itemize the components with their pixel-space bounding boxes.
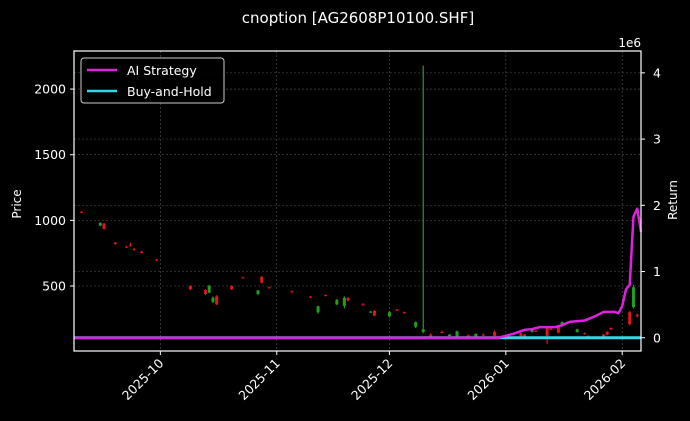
candle-body <box>440 331 444 333</box>
candle-body <box>128 245 132 247</box>
candle-body <box>530 329 534 332</box>
candle-body <box>556 326 560 333</box>
price-tick-label: 2000 <box>34 82 66 97</box>
candle-body <box>256 290 260 294</box>
candle-body <box>474 333 478 338</box>
date-tick-label: 2026-01 <box>464 356 512 404</box>
candle-body <box>466 335 470 337</box>
return-axis: 0 1 2 3 4 <box>641 65 661 345</box>
candle-body <box>324 295 328 297</box>
legend-label-ai-strategy: AI Strategy <box>127 63 197 78</box>
candle-body <box>113 242 117 244</box>
date-tick-label: 2025-12 <box>348 356 396 404</box>
candle-body <box>421 329 425 332</box>
return-lines <box>74 207 643 340</box>
candle-body <box>481 334 485 336</box>
candle-body <box>309 296 313 298</box>
legend: AI Strategy Buy-and-Hold <box>80 57 225 104</box>
candle-body <box>211 297 215 302</box>
candle-body <box>207 286 211 293</box>
candle-body <box>493 331 497 336</box>
return-tick-label: 0 <box>653 330 661 345</box>
candle-body <box>609 328 613 330</box>
candle-body <box>290 291 294 293</box>
candle-body <box>260 276 264 283</box>
price-tick-label: 1000 <box>34 213 66 228</box>
ai-strategy-line <box>74 207 643 340</box>
return-axis-offset: 1e6 <box>618 36 641 50</box>
candlesticks <box>80 65 639 344</box>
candle-body <box>102 223 106 229</box>
date-tick-label: 2025-11 <box>235 356 283 404</box>
date-tick-label: 2026-02 <box>581 356 629 404</box>
candle-body <box>132 249 136 251</box>
return-tick-label: 2 <box>653 198 661 213</box>
candle-body <box>605 331 609 335</box>
candle-body <box>455 331 459 337</box>
candle-body <box>395 309 399 311</box>
candle-body <box>519 333 523 337</box>
candle-body <box>631 287 635 308</box>
candle-body <box>372 310 376 316</box>
date-axis: 2025-10 2025-11 2025-12 2026-01 2026-02 <box>119 351 628 403</box>
candle-body <box>575 329 579 332</box>
candle-body <box>140 251 144 253</box>
candle-body <box>241 277 245 279</box>
candle-body <box>230 286 234 290</box>
candle-body <box>215 296 219 305</box>
candle-body <box>188 286 192 290</box>
candle-body <box>549 328 553 330</box>
return-tick-label: 4 <box>653 65 661 80</box>
candle-body <box>335 299 339 305</box>
candle-body <box>583 333 587 335</box>
candle-body <box>545 328 549 336</box>
return-tick-label: 3 <box>653 132 661 147</box>
candle-body <box>534 330 538 332</box>
return-tick-label: 1 <box>653 264 661 279</box>
price-axis-label: Price <box>10 189 24 218</box>
candle-body <box>414 322 418 327</box>
price-tick-label: 1500 <box>34 147 66 162</box>
return-axis-label: Return <box>666 180 680 220</box>
candle-body <box>523 334 527 338</box>
candle-body <box>361 304 365 306</box>
candle-body <box>369 311 373 313</box>
candle-body <box>267 287 271 289</box>
price-axis: 500 1000 1500 2000 <box>34 82 74 294</box>
candle-body <box>203 289 207 294</box>
candle-body <box>316 306 320 313</box>
chart-title: cnoption [AG2608P10100.SHF] <box>242 9 474 27</box>
candle-body <box>98 222 102 226</box>
candle-body <box>601 334 605 337</box>
candle-body <box>80 211 84 213</box>
candle-body <box>635 314 639 317</box>
candle-body <box>387 312 391 317</box>
candle-body <box>342 297 346 306</box>
candle-body <box>125 246 129 248</box>
candle-body <box>429 334 433 338</box>
plot-frame <box>73 50 642 352</box>
date-tick-label: 2025-10 <box>119 355 167 403</box>
legend-label-buy-and-hold: Buy-and-Hold <box>127 84 212 99</box>
candle-body <box>155 259 159 261</box>
price-tick-label: 500 <box>42 279 66 294</box>
candle-body <box>628 312 632 325</box>
candle-body <box>402 312 406 314</box>
candle-body <box>447 334 451 336</box>
candle-body <box>346 297 350 301</box>
